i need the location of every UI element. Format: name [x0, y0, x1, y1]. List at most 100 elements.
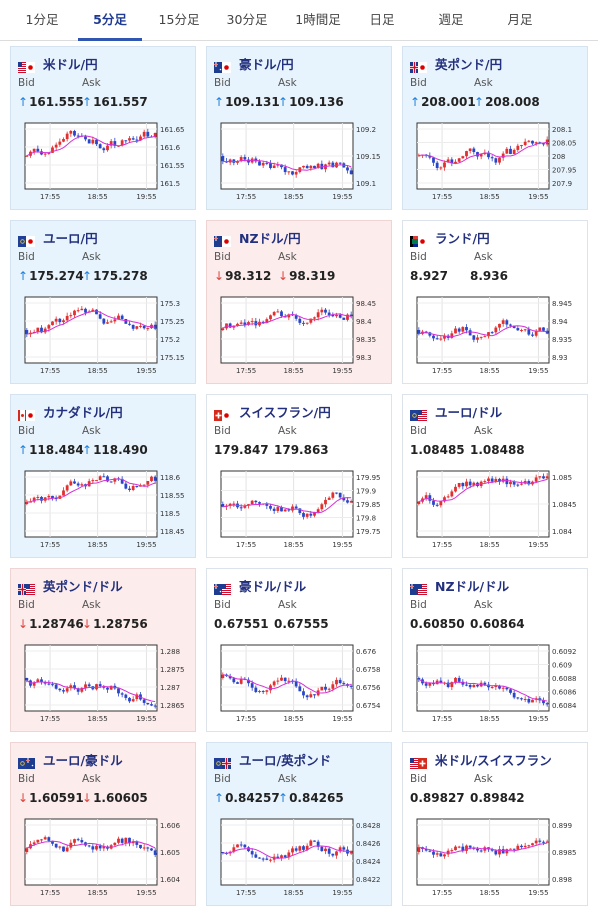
candle — [316, 312, 320, 318]
arrow-up-icon: ↑ — [474, 95, 485, 109]
chart-container[interactable]: 109.2 109.15 109.1 17:55 18:55 19:55 — [213, 119, 385, 207]
tab-7[interactable]: 週足 — [438, 12, 464, 27]
bid-label: Bid — [410, 599, 427, 611]
rate-card[interactable]: 豪ドル/円 Bid Ask ↑109.131 ↑109.136 109.2 109.15 10… — [206, 46, 392, 210]
candle — [131, 486, 135, 490]
candle — [32, 682, 36, 686]
rate-card[interactable]: カナダドル/円 Bid Ask ↑118.484 ↑118.490 118.6 118.55… — [10, 394, 196, 558]
candle — [36, 148, 40, 152]
rate-card[interactable]: 豪ドル/ドル Bid Ask 0.67551 0.67555 0.676 0.6758 0.6… — [206, 568, 392, 732]
chart-container[interactable]: 0.676 0.6758 0.6756 0.6754 17:55 18:55 19:55 — [213, 641, 385, 729]
rate-card[interactable]: 英ポンド/円 Bid Ask ↑208.001 ↑208.008 208.1 208.05 2… — [402, 46, 588, 210]
currency-pair-link[interactable]: ユーロ/ドル — [435, 404, 503, 420]
y-tick-label: 0.676 — [356, 648, 377, 656]
candle — [98, 144, 102, 149]
candle — [58, 846, 62, 848]
rate-card[interactable]: NZドル/ドル Bid Ask 0.60850 0.60864 0.6092 0.609 0.… — [402, 568, 588, 732]
tab-8[interactable]: 月足 — [507, 12, 533, 27]
rate-card[interactable]: スイスフラン/円 Bid Ask 179.847 179.863 179.95 179.9 1… — [206, 394, 392, 558]
rate-card[interactable]: NZドル/円 Bid Ask ↓98.312 ↓98.319 98.45 98.4 98.35… — [206, 220, 392, 384]
chart-container[interactable]: 0.6092 0.609 0.6088 0.6086 0.6084 17:55 18:55 1… — [409, 641, 581, 729]
candle — [113, 141, 117, 146]
rate-card[interactable]: 英ポンド/ドル Bid Ask ↓1.28746 ↓1.28756 1.288 1.2875… — [10, 568, 196, 732]
rate-card[interactable]: 米ドル/スイスフラン Bid Ask 0.89827 0.89842 0.899 0.898… — [402, 742, 588, 906]
chart-container[interactable]: 175.3 175.25 175.2 175.15 17:55 18:55 19:55 — [17, 293, 189, 381]
candle — [69, 481, 73, 486]
chart-container[interactable]: 0.8428 0.8426 0.8424 0.8422 17:55 18:55 19:55 — [213, 815, 385, 903]
arrow-up-icon: ↑ — [278, 95, 289, 109]
ask-value-text: 179.863 — [274, 443, 329, 457]
candle — [465, 684, 468, 686]
candle — [283, 677, 287, 682]
chart-container[interactable]: 179.95 179.9 179.85 179.8 179.75 17:55 18:55 19… — [213, 467, 385, 555]
candle — [320, 504, 324, 510]
currency-pair-link[interactable]: 豪ドル/ドル — [239, 578, 307, 594]
tab-6[interactable]: 日足 — [369, 12, 395, 27]
currency-pair-link[interactable]: NZドル/ドル — [435, 578, 510, 594]
rate-card[interactable]: ユーロ/豪ドル Bid Ask ↓1.60591 ↓1.60605 1.606 1.605 1… — [10, 742, 196, 906]
bid-value-text: 1.28746 — [29, 617, 84, 631]
moving-average-line — [26, 840, 156, 849]
candle — [527, 698, 531, 703]
plot-area — [416, 296, 550, 364]
currency-pair-link[interactable]: 米ドル/円 — [43, 56, 98, 72]
currency-pair-link[interactable]: カナダドル/円 — [43, 404, 123, 420]
currency-pair-link[interactable]: ユーロ/英ポンド — [239, 752, 332, 768]
candle — [51, 840, 54, 844]
currency-pair-link[interactable]: 英ポンド/ドル — [43, 578, 123, 594]
tab-3[interactable]: 15分足 — [158, 12, 200, 27]
candle — [232, 503, 236, 505]
bid-value-text: 0.89827 — [410, 791, 465, 805]
currency-pair-link[interactable]: ユーロ/豪ドル — [43, 752, 123, 768]
chart-container[interactable]: 1.085 1.0845 1.084 17:55 18:55 19:55 — [409, 467, 581, 555]
currency-pair-link[interactable]: 米ドル/スイスフラン — [435, 752, 552, 768]
currency-pair-link[interactable]: ユーロ/円 — [43, 230, 98, 246]
chart-container[interactable]: 98.45 98.4 98.35 98.3 17:55 18:55 19:55 — [213, 293, 385, 381]
candle — [520, 698, 523, 700]
candle — [142, 847, 146, 849]
currency-pair-link[interactable]: スイスフラン/円 — [239, 404, 331, 420]
currency-pair-link[interactable]: 英ポンド/円 — [435, 56, 503, 72]
candle — [65, 688, 69, 692]
chart-container[interactable]: 161.65 161.6 161.55 161.5 17:55 18:55 19:55 — [17, 119, 189, 207]
y-tick-label: 175.15 — [160, 354, 185, 362]
candle — [128, 697, 131, 702]
candle — [523, 845, 527, 848]
candle — [294, 848, 298, 851]
tab-5[interactable]: 1時間足 — [295, 12, 341, 27]
tab-1[interactable]: 1分足 — [25, 12, 59, 27]
rate-card[interactable]: ランド/円 Bid Ask 8.927 8.936 8.945 8.94 8.935 8.93 1… — [402, 220, 588, 384]
candle — [239, 157, 243, 162]
candle — [47, 152, 51, 154]
y-tick-label: 8.935 — [552, 336, 572, 344]
currency-pair-link[interactable]: ランド/円 — [435, 230, 490, 246]
currency-pair-link[interactable]: 豪ドル/円 — [239, 56, 294, 72]
chart-container[interactable]: 118.6 118.55 118.5 118.45 17:55 18:55 19:55 — [17, 467, 189, 555]
chart-container[interactable]: 1.288 1.2875 1.287 1.2865 17:55 18:55 19:55 — [17, 641, 189, 729]
y-tick-label: 0.6084 — [552, 702, 577, 710]
rate-card[interactable]: 米ドル/円 Bid Ask ↑161.555 ↑161.557 161.65 161.6 16… — [10, 46, 196, 210]
arrow-down-icon: ↓ — [214, 269, 225, 283]
tab-4[interactable]: 30分足 — [226, 12, 268, 27]
candle — [465, 151, 468, 157]
rate-card[interactable]: ユーロ/英ポンド Bid Ask ↑0.84257 ↑0.84265 0.8428 0.84… — [206, 742, 392, 906]
y-tick-label: 0.6088 — [552, 675, 577, 683]
bid-value-text: 0.84257 — [225, 791, 280, 805]
ask-label: Ask — [278, 425, 297, 437]
candle — [509, 689, 512, 693]
chart-container[interactable]: 208.1 208.05 208 207.95 207.9 17:55 18:55 19:55 — [409, 119, 581, 207]
candle — [98, 684, 102, 687]
chart-container[interactable]: 0.899 0.8985 0.898 17:55 18:55 19:55 — [409, 815, 581, 903]
candle — [109, 141, 113, 146]
chart-container[interactable]: 1.606 1.605 1.604 17:55 18:55 19:55 — [17, 815, 189, 903]
ask-value-text: 161.557 — [93, 95, 148, 109]
rate-card[interactable]: ユーロ/ドル Bid Ask 1.08485 1.08488 1.085 1.0845 1.0… — [402, 394, 588, 558]
currency-pair-link[interactable]: NZドル/円 — [239, 230, 301, 246]
rate-card[interactable]: ユーロ/円 Bid Ask ↑175.274 ↑175.278 175.3 175.25 17… — [10, 220, 196, 384]
candle — [280, 164, 283, 168]
tab-2[interactable]: 5分足 — [78, 0, 142, 41]
candle — [542, 700, 545, 704]
chart-container[interactable]: 8.945 8.94 8.935 8.93 17:55 18:55 19:55 — [409, 293, 581, 381]
candle — [280, 855, 283, 858]
bid-label: Bid — [18, 599, 35, 611]
